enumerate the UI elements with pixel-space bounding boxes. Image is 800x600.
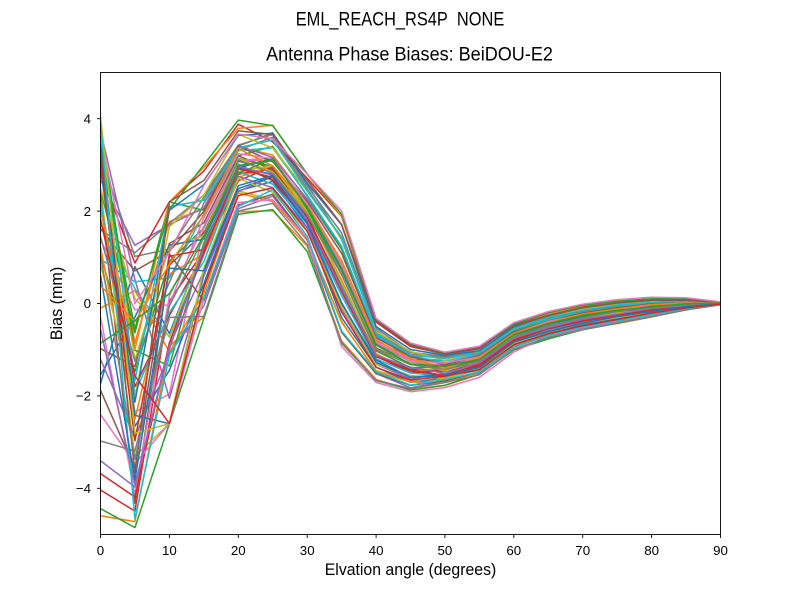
svg-text:40: 40 (369, 543, 384, 558)
svg-text:10: 10 (162, 543, 177, 558)
svg-text:0: 0 (84, 296, 91, 311)
svg-text:4: 4 (84, 111, 91, 126)
svg-text:70: 70 (575, 543, 590, 558)
svg-text:0: 0 (97, 543, 104, 558)
svg-text:90: 90 (713, 543, 728, 558)
svg-text:Antenna Phase Biases: BeiDOU-E: Antenna Phase Biases: BeiDOU-E2 (266, 44, 553, 65)
svg-text:60: 60 (506, 543, 521, 558)
svg-text:30: 30 (300, 543, 315, 558)
svg-text:−2: −2 (76, 389, 91, 404)
svg-text:Bias (mm): Bias (mm) (47, 267, 66, 341)
svg-text:80: 80 (644, 543, 659, 558)
svg-text:−4: −4 (76, 481, 91, 496)
svg-text:Elvation angle (degrees): Elvation angle (degrees) (325, 560, 497, 579)
svg-text:50: 50 (438, 543, 453, 558)
svg-text:EML_REACH_RS4P NONE: EML_REACH_RS4P NONE (296, 9, 505, 30)
svg-text:2: 2 (84, 204, 91, 219)
svg-text:20: 20 (231, 543, 246, 558)
